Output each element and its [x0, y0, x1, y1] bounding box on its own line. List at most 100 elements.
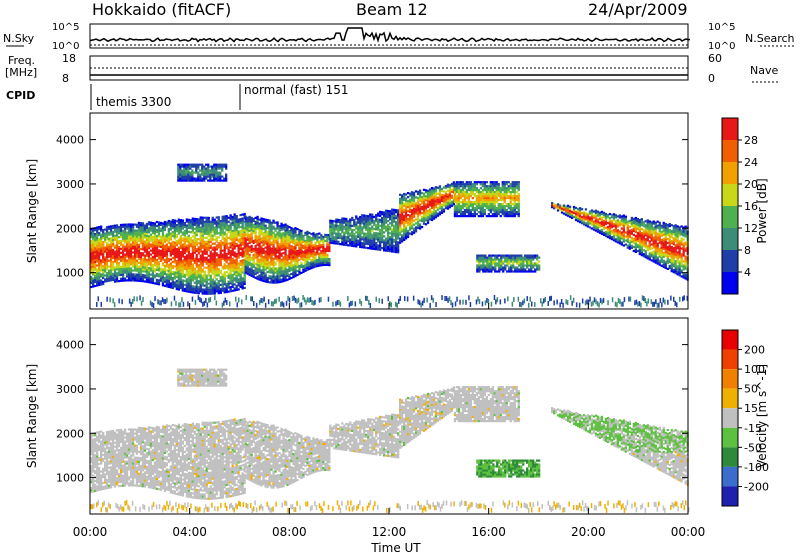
power-cell [210, 227, 212, 229]
power-cell [337, 227, 339, 229]
power-cell [214, 286, 216, 288]
power-cell [124, 266, 126, 268]
power-cell [318, 261, 320, 263]
power-cell [262, 248, 264, 250]
power-cell [122, 272, 124, 274]
power-cell [158, 249, 160, 251]
power-cell [172, 219, 174, 221]
power-cell [130, 235, 132, 237]
power-cell [439, 207, 441, 209]
power-cell [211, 180, 213, 182]
power-cell [389, 226, 391, 228]
power-cell [514, 215, 516, 217]
power-cell [379, 225, 381, 227]
power-cell [496, 185, 498, 187]
power-cell [219, 172, 221, 174]
power-cell [122, 256, 124, 258]
power-cell [409, 227, 411, 229]
power-cell [232, 274, 234, 276]
power-cell [214, 263, 216, 265]
power-cell [190, 259, 192, 261]
power-cell [132, 239, 134, 241]
power-cell [391, 217, 393, 219]
power-cell [482, 203, 484, 205]
power-cell [118, 272, 120, 274]
power-cell [184, 244, 186, 246]
power-cell [300, 266, 302, 268]
power-cell [282, 272, 284, 274]
power-cell [94, 261, 96, 263]
power-cell [268, 223, 270, 225]
power-cell [203, 180, 205, 182]
power-cell [214, 257, 216, 259]
power-cell [208, 247, 210, 249]
power-cell [304, 268, 306, 270]
power-cell [393, 227, 395, 229]
power-cell [108, 266, 110, 268]
power-cell [208, 273, 210, 275]
power-cell [409, 195, 411, 197]
power-cell [176, 284, 178, 286]
power-cell [508, 213, 510, 215]
power-cell [222, 268, 224, 270]
power-cell [488, 264, 490, 266]
power-cell [409, 219, 411, 221]
power-cell [264, 221, 266, 223]
power-cell [255, 231, 257, 233]
power-cell [496, 183, 498, 185]
power-cell [355, 235, 357, 237]
power-cell [347, 234, 349, 236]
power-cell [421, 208, 423, 210]
power-cell [306, 231, 308, 233]
power-cell [170, 278, 172, 280]
power-cell [128, 223, 130, 225]
power-cell [148, 241, 150, 243]
power-cell [144, 264, 146, 266]
power-cell [518, 213, 520, 215]
power-cell [324, 234, 326, 236]
power-cell [126, 251, 128, 253]
power-cell [180, 235, 182, 237]
power-cell [207, 164, 209, 166]
power-cell [383, 239, 385, 241]
power-cell [268, 225, 270, 227]
power-cell [172, 235, 174, 237]
power-cell [154, 234, 156, 236]
power-cell [189, 172, 191, 174]
power-cell [158, 239, 160, 241]
power-cell [234, 235, 236, 237]
power-cell [212, 271, 214, 273]
power-cell [251, 257, 253, 259]
power-cell [184, 268, 186, 270]
power-cell [326, 260, 328, 262]
power-cell [192, 285, 194, 287]
power-cell [106, 254, 108, 256]
power-cell [274, 228, 276, 230]
power-cell [202, 229, 204, 231]
power-cell [184, 234, 186, 236]
power-cell [256, 252, 258, 254]
power-cell [510, 266, 512, 268]
power-cell [318, 253, 320, 255]
power-cell [242, 277, 244, 279]
power-cell [296, 254, 298, 256]
power-cell [300, 242, 302, 244]
power-cell [124, 234, 126, 236]
power-cell [242, 239, 244, 241]
power-cell [144, 270, 146, 272]
power-cell [312, 234, 314, 236]
power-cell [290, 239, 292, 241]
power-cell [186, 282, 188, 284]
power-cell [371, 220, 373, 222]
power-cell [217, 176, 219, 178]
power-cell [320, 256, 322, 258]
power-cell [242, 231, 244, 233]
power-cell [478, 211, 480, 213]
power-cell [198, 218, 200, 220]
power-cell [172, 223, 174, 225]
power-cell [190, 261, 192, 263]
power-cell [240, 214, 242, 216]
power-cell [460, 209, 462, 211]
power-cell [256, 258, 258, 260]
power-cell [262, 262, 264, 264]
